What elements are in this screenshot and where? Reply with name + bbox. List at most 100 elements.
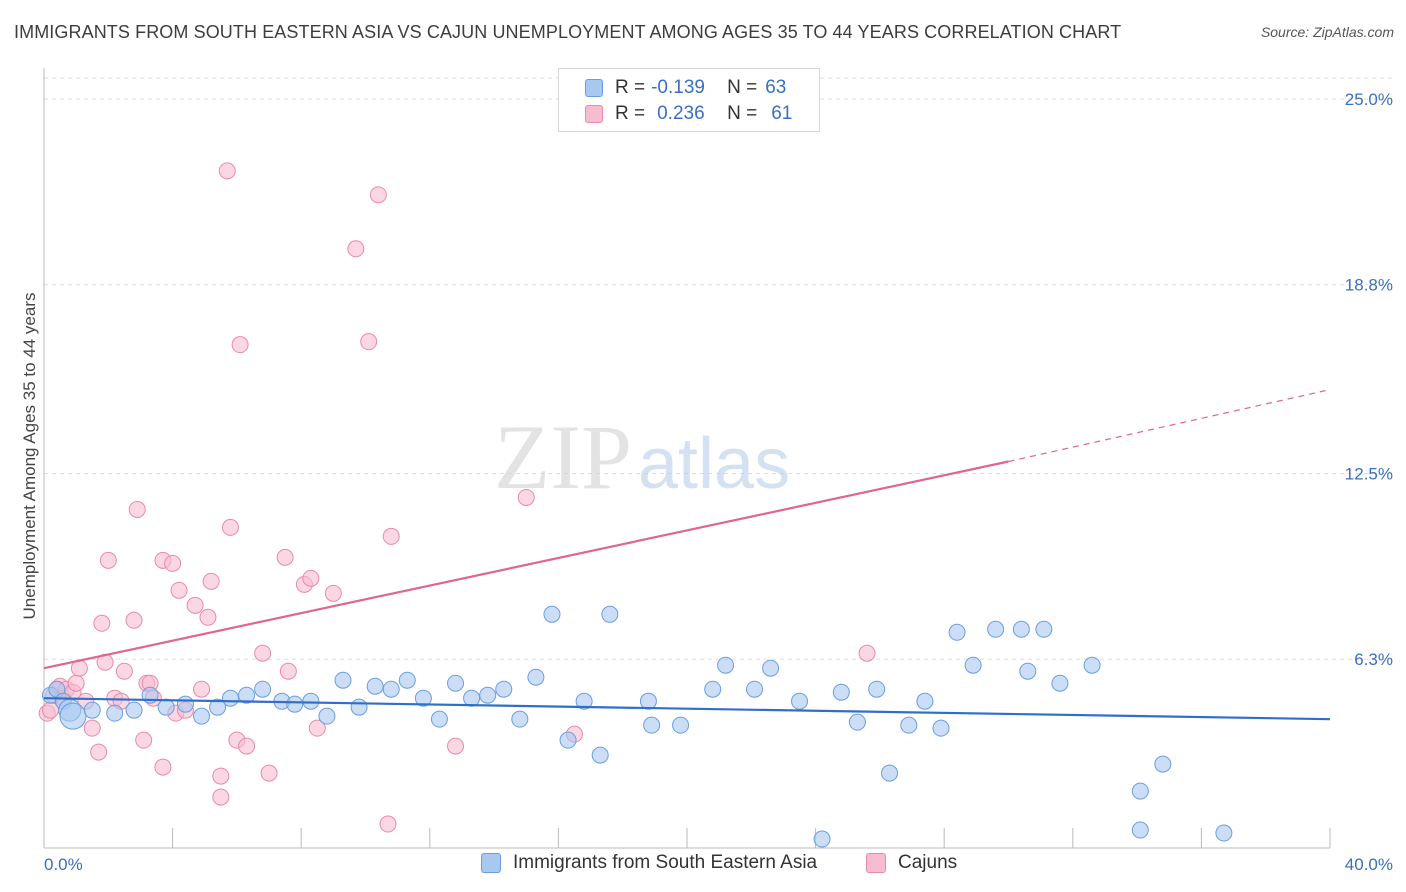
data-point-immigrants	[672, 716, 690, 734]
data-point-immigrants	[916, 692, 934, 710]
series-immigrants	[41, 605, 1233, 848]
data-point-immigrants	[59, 702, 87, 730]
data-point-immigrants	[527, 668, 545, 686]
data-point-immigrants	[575, 692, 593, 710]
legend-row-cajuns: R = 0.236 N = 61	[585, 102, 792, 126]
data-point-immigrants	[221, 689, 239, 707]
data-point-cajuns	[260, 764, 278, 782]
data-point-cajuns	[218, 162, 236, 180]
data-point-immigrants	[1154, 755, 1172, 773]
legend-n-label: N =	[727, 103, 758, 124]
data-point-immigrants	[591, 746, 609, 764]
y-tick-label: 12.5%	[1345, 464, 1393, 483]
data-point-cajuns	[186, 596, 204, 614]
data-point-cajuns	[279, 662, 297, 680]
data-point-immigrants	[1035, 620, 1053, 638]
data-point-immigrants	[639, 692, 657, 710]
y-tick-label: 25.0%	[1345, 90, 1393, 109]
watermark-atlas: atlas	[638, 424, 790, 504]
data-point-immigrants	[414, 689, 432, 707]
legend-label-immigrants: Immigrants from South Eastern Asia	[513, 852, 818, 873]
legend-n-value: 63	[765, 77, 787, 98]
legend-swatch-immigrants	[585, 79, 603, 97]
data-point-immigrants	[106, 704, 124, 722]
data-point-immigrants	[495, 680, 513, 698]
y-axis-title: Unemployment Among Ages 35 to 44 years	[20, 292, 39, 620]
legend-label-cajuns: Cajuns	[898, 852, 958, 873]
data-point-immigrants	[350, 698, 368, 716]
legend-swatch-immigrants	[481, 853, 501, 873]
legend-item-cajuns[interactable]: Cajuns	[866, 852, 957, 874]
data-point-immigrants	[543, 605, 561, 623]
trend-line-cajuns-extension	[1008, 389, 1331, 463]
data-point-immigrants	[1215, 824, 1233, 842]
data-point-cajuns	[308, 719, 326, 737]
data-point-immigrants	[643, 716, 661, 734]
data-point-cajuns	[93, 614, 111, 632]
data-point-immigrants	[318, 707, 336, 725]
data-point-cajuns	[125, 611, 143, 629]
data-point-cajuns	[238, 737, 256, 755]
data-point-cajuns	[67, 674, 85, 692]
trend-line-cajuns	[43, 460, 1009, 670]
legend-r-label: R =	[615, 103, 646, 124]
data-point-immigrants	[430, 710, 448, 728]
data-point-immigrants	[1131, 782, 1149, 800]
data-point-immigrants	[601, 605, 619, 623]
data-point-immigrants	[1083, 656, 1101, 674]
legend-n-label: N =	[727, 77, 758, 98]
data-point-immigrants	[1051, 674, 1069, 692]
data-point-immigrants	[881, 764, 899, 782]
data-point-immigrants	[334, 671, 352, 689]
data-point-immigrants	[746, 680, 764, 698]
data-point-cajuns	[221, 518, 239, 536]
data-point-immigrants	[157, 698, 175, 716]
data-point-immigrants	[868, 680, 886, 698]
data-point-cajuns	[90, 743, 108, 761]
x-tick-label: 40.0%	[1345, 855, 1393, 874]
data-point-immigrants	[209, 698, 227, 716]
data-point-immigrants	[1012, 620, 1030, 638]
y-tick-label: 6.3%	[1354, 650, 1393, 669]
legend-r-value: 0.236	[657, 103, 705, 124]
watermark-zip: ZIP	[494, 406, 632, 508]
data-point-cajuns	[212, 767, 230, 785]
data-point-cajuns	[202, 572, 220, 590]
data-point-immigrants	[964, 656, 982, 674]
data-point-cajuns	[382, 527, 400, 545]
data-point-immigrants	[900, 716, 918, 734]
data-point-cajuns	[128, 500, 146, 518]
data-point-cajuns	[302, 569, 320, 587]
data-point-immigrants	[762, 659, 780, 677]
data-point-cajuns	[324, 584, 342, 602]
data-point-immigrants	[479, 686, 497, 704]
grid-layer	[44, 77, 1392, 660]
data-point-immigrants	[987, 620, 1005, 638]
data-point-immigrants	[813, 830, 831, 848]
data-point-immigrants	[238, 686, 256, 704]
chart-title: IMMIGRANTS FROM SOUTH EASTERN ASIA VS CA…	[14, 22, 1122, 42]
data-point-immigrants	[302, 692, 320, 710]
data-point-immigrants	[447, 674, 465, 692]
legend-item-immigrants[interactable]: Immigrants from South Eastern Asia	[481, 852, 817, 874]
x-tick-label: 0.0%	[44, 855, 83, 874]
data-point-immigrants	[125, 701, 143, 719]
data-point-cajuns	[360, 333, 378, 351]
data-point-immigrants	[382, 680, 400, 698]
data-point-cajuns	[254, 644, 272, 662]
data-point-immigrants	[463, 689, 481, 707]
y-tick-label: 18.8%	[1345, 276, 1393, 295]
data-point-immigrants	[286, 695, 304, 713]
data-point-immigrants	[559, 731, 577, 749]
data-point-immigrants	[176, 695, 194, 713]
data-point-cajuns	[447, 737, 465, 755]
data-point-cajuns	[858, 644, 876, 662]
data-point-cajuns	[379, 815, 397, 833]
data-point-cajuns	[115, 662, 133, 680]
data-point-cajuns	[369, 186, 387, 204]
data-point-cajuns	[347, 240, 365, 258]
data-point-immigrants	[832, 683, 850, 701]
correlation-legend: R = -0.139 N = 63 R = 0.236 N = 61	[558, 68, 820, 132]
data-point-cajuns	[193, 680, 211, 698]
